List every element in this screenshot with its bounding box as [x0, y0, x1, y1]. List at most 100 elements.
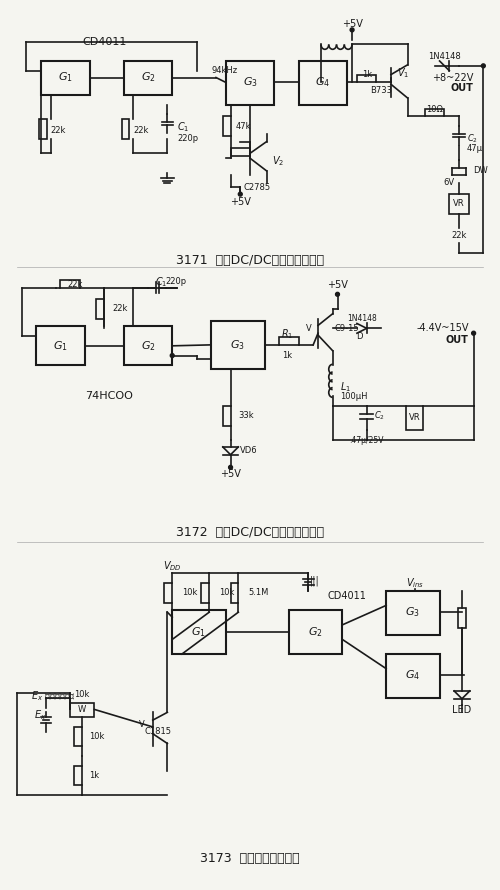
Circle shape — [336, 292, 340, 296]
Text: $C_1$: $C_1$ — [177, 120, 190, 134]
Text: 94kHz: 94kHz — [211, 66, 237, 75]
Circle shape — [238, 192, 242, 196]
Bar — [124, 327, 172, 365]
Text: $G_2$: $G_2$ — [140, 339, 156, 352]
Bar — [202, 583, 209, 603]
Text: $E_x$ 为被检测电池: $E_x$ 为被检测电池 — [31, 689, 76, 703]
Text: LED: LED — [452, 706, 471, 716]
Text: $G_3$: $G_3$ — [242, 76, 258, 89]
Text: 10k: 10k — [219, 588, 234, 597]
Text: CD4011: CD4011 — [82, 36, 126, 46]
Text: $G_3$: $G_3$ — [230, 338, 245, 352]
Text: +5V: +5V — [327, 279, 348, 289]
Bar — [74, 727, 82, 747]
Text: 22k: 22k — [50, 126, 66, 135]
Text: 10k: 10k — [74, 691, 90, 700]
Text: 220p: 220p — [177, 134, 198, 143]
Text: C2785: C2785 — [243, 182, 270, 192]
Bar — [425, 109, 444, 117]
Bar — [74, 765, 82, 785]
Text: 5.1M: 5.1M — [248, 588, 268, 597]
Bar — [289, 611, 343, 654]
Text: W: W — [78, 705, 86, 714]
Text: 1N4148: 1N4148 — [347, 314, 376, 323]
Text: 22k: 22k — [134, 126, 148, 135]
Text: +5V: +5V — [342, 19, 362, 29]
Bar — [386, 654, 440, 698]
Text: 1N4148: 1N4148 — [428, 52, 461, 61]
Bar — [172, 611, 226, 654]
Text: 6V: 6V — [444, 178, 455, 187]
Bar — [223, 406, 230, 425]
Bar — [386, 591, 440, 635]
Text: CD4011: CD4011 — [328, 591, 366, 601]
Bar — [164, 583, 172, 603]
Bar — [450, 194, 469, 214]
Text: OUT: OUT — [446, 335, 469, 345]
Bar — [122, 119, 130, 139]
Circle shape — [228, 465, 232, 469]
Text: $G_1$: $G_1$ — [53, 339, 68, 352]
Text: $C_2$: $C_2$ — [467, 133, 478, 145]
Text: 10Ω: 10Ω — [426, 105, 443, 114]
Text: $G_2$: $G_2$ — [140, 70, 156, 85]
Text: 100μH: 100μH — [340, 392, 368, 401]
Bar — [406, 406, 423, 431]
Text: D: D — [356, 332, 363, 341]
Bar — [230, 583, 238, 603]
Bar — [279, 337, 298, 344]
Text: VD6: VD6 — [240, 446, 258, 456]
Text: 1k: 1k — [362, 70, 372, 79]
Text: |||: ||| — [310, 576, 319, 587]
Text: B733: B733 — [370, 85, 392, 94]
Bar — [458, 609, 466, 627]
Text: $G_2$: $G_2$ — [308, 625, 322, 638]
Text: V: V — [140, 719, 145, 729]
Text: OUT: OUT — [450, 83, 473, 93]
Text: 47μ: 47μ — [467, 144, 483, 153]
Text: $L_1$: $L_1$ — [340, 380, 351, 393]
Text: $V_1$: $V_1$ — [398, 66, 410, 79]
Text: .47μ/25V: .47μ/25V — [350, 435, 384, 445]
Text: 47k: 47k — [236, 122, 251, 131]
Circle shape — [482, 64, 486, 68]
Bar — [60, 279, 80, 287]
Bar — [230, 149, 250, 157]
Text: DW: DW — [474, 166, 488, 175]
Text: $G_3$: $G_3$ — [405, 605, 420, 619]
Text: 220p: 220p — [166, 277, 186, 287]
Text: 33k: 33k — [238, 411, 254, 420]
Text: V: V — [306, 324, 312, 333]
Text: 3172  可调DC/DC小功率变换器二: 3172 可调DC/DC小功率变换器二 — [176, 526, 324, 539]
Text: 1k: 1k — [282, 351, 292, 360]
Circle shape — [170, 353, 174, 358]
Bar — [96, 299, 104, 319]
Text: $G_1$: $G_1$ — [191, 625, 206, 638]
Bar — [39, 119, 47, 139]
Text: 22k: 22k — [112, 304, 128, 313]
Text: $G_4$: $G_4$ — [316, 76, 330, 89]
Text: VR: VR — [408, 413, 420, 422]
Text: $G_4$: $G_4$ — [405, 668, 420, 683]
Text: +5V: +5V — [230, 197, 250, 207]
Text: 3171  可调DC/DC小功率变换器一: 3171 可调DC/DC小功率变换器一 — [176, 254, 324, 267]
Text: 22k: 22k — [68, 280, 82, 289]
Text: 74HCOO: 74HCOO — [85, 392, 133, 401]
Text: 1k: 1k — [90, 771, 100, 780]
Bar — [41, 61, 90, 95]
Text: +5V: +5V — [220, 469, 241, 479]
Text: 10k: 10k — [182, 588, 198, 597]
Bar — [226, 61, 274, 105]
Text: VR: VR — [453, 199, 465, 208]
Text: $R_1$: $R_1$ — [281, 328, 293, 341]
Text: $C_1$: $C_1$ — [154, 275, 167, 288]
Bar — [36, 327, 84, 365]
Circle shape — [350, 28, 354, 32]
Bar — [211, 320, 264, 369]
Text: 22k: 22k — [452, 231, 466, 240]
Text: $V_{ins}$: $V_{ins}$ — [406, 576, 424, 590]
Bar — [298, 61, 347, 105]
Circle shape — [472, 331, 476, 336]
Bar — [124, 61, 172, 95]
Text: -4.4V~15V: -4.4V~15V — [416, 323, 469, 334]
